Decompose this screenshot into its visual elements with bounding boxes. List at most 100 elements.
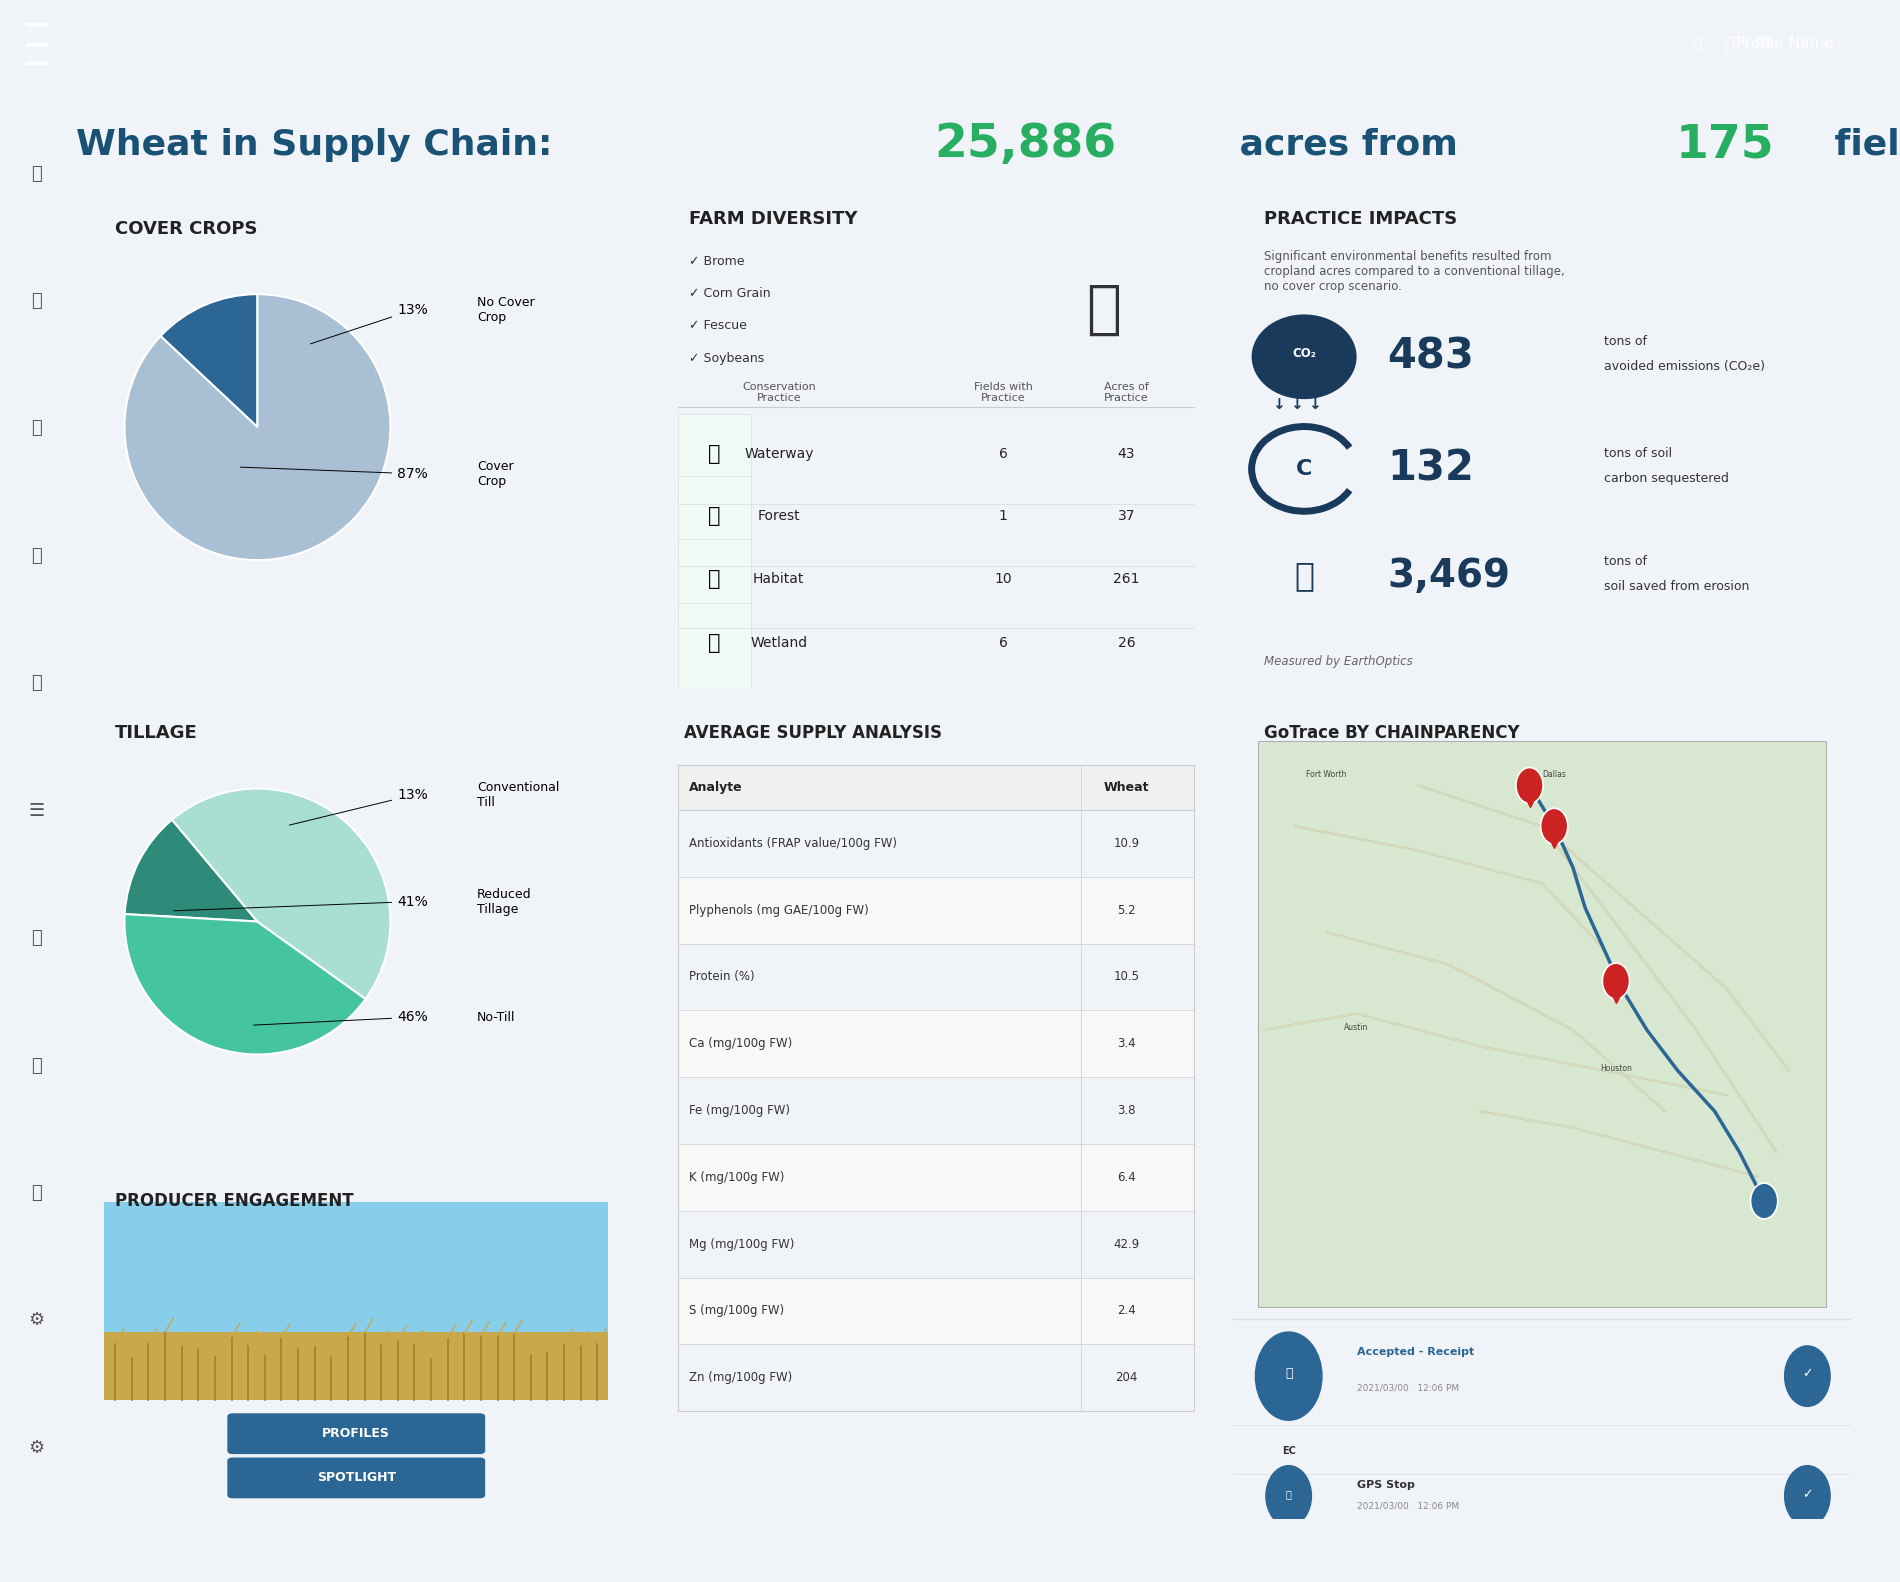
Text: SPOTLIGHT: SPOTLIGHT xyxy=(317,1471,395,1484)
Text: No Cover
Crop: No Cover Crop xyxy=(477,296,534,324)
Text: 2021/03/00   12:06 PM: 2021/03/00 12:06 PM xyxy=(1357,1384,1459,1392)
Text: 42.9: 42.9 xyxy=(1113,1237,1140,1251)
Circle shape xyxy=(1252,315,1357,399)
Text: 175: 175 xyxy=(1676,122,1775,168)
Text: Forest: Forest xyxy=(758,509,800,524)
Text: Fe (mg/100g FW): Fe (mg/100g FW) xyxy=(690,1104,790,1117)
Text: K (mg/100g FW): K (mg/100g FW) xyxy=(690,1171,785,1183)
Circle shape xyxy=(1784,1465,1832,1527)
Text: Profile Name: Profile Name xyxy=(1737,36,1834,51)
Text: Waterway: Waterway xyxy=(745,448,813,460)
Text: 26: 26 xyxy=(1117,636,1134,650)
Text: Houston: Houston xyxy=(1600,1063,1632,1073)
Text: 🌾: 🌾 xyxy=(1087,282,1121,339)
Text: Acres of
Practice: Acres of Practice xyxy=(1104,381,1150,403)
Text: 10: 10 xyxy=(994,571,1013,585)
Text: Dallas: Dallas xyxy=(1543,770,1566,780)
Circle shape xyxy=(1784,1345,1832,1406)
Text: ⛏: ⛏ xyxy=(1294,560,1315,593)
Text: soil saved from erosion: soil saved from erosion xyxy=(1604,579,1750,593)
Text: 46%: 46% xyxy=(253,1011,428,1025)
Text: 2.4: 2.4 xyxy=(1117,1305,1136,1318)
Text: Conventional
Till: Conventional Till xyxy=(477,782,559,808)
Text: ⚙: ⚙ xyxy=(28,1440,44,1457)
Circle shape xyxy=(1254,1332,1322,1421)
Text: avoided emissions (CO₂e): avoided emissions (CO₂e) xyxy=(1604,361,1765,373)
Text: EC: EC xyxy=(1282,1446,1296,1455)
Text: 📍: 📍 xyxy=(30,674,42,693)
Text: tons of soil: tons of soil xyxy=(1604,448,1672,460)
Text: 41%: 41% xyxy=(173,894,428,911)
Text: ✓: ✓ xyxy=(1801,1367,1813,1380)
Text: 🏠: 🏠 xyxy=(30,293,42,310)
Text: Measured by EarthOptics: Measured by EarthOptics xyxy=(1264,655,1414,668)
Text: CO₂: CO₂ xyxy=(1292,346,1317,359)
Text: tons of: tons of xyxy=(1604,335,1647,348)
Wedge shape xyxy=(160,294,256,427)
Wedge shape xyxy=(125,914,365,1055)
Text: Antioxidants (FRAP value/100g FW): Antioxidants (FRAP value/100g FW) xyxy=(690,837,897,850)
Text: Fort Worth: Fort Worth xyxy=(1305,770,1345,780)
Circle shape xyxy=(1265,1465,1313,1527)
Text: 13%: 13% xyxy=(310,304,428,343)
Text: PRODUCER ENGAGEMENT: PRODUCER ENGAGEMENT xyxy=(116,1193,353,1210)
Text: PRACTICE IMPACTS: PRACTICE IMPACTS xyxy=(1264,210,1457,228)
Text: 3.8: 3.8 xyxy=(1117,1104,1136,1117)
Text: AVERAGE SUPPLY ANALYSIS: AVERAGE SUPPLY ANALYSIS xyxy=(684,725,942,742)
Wedge shape xyxy=(173,788,390,998)
Text: No-Till: No-Till xyxy=(477,1011,515,1024)
Text: 🌿: 🌿 xyxy=(709,633,720,653)
Text: carbon sequestered: carbon sequestered xyxy=(1604,473,1729,486)
Text: Zn (mg/100g FW): Zn (mg/100g FW) xyxy=(690,1372,792,1384)
Text: Plyphenols (mg GAE/100g FW): Plyphenols (mg GAE/100g FW) xyxy=(690,903,868,916)
Text: 3.4: 3.4 xyxy=(1117,1038,1136,1050)
Text: 6: 6 xyxy=(999,448,1007,460)
Text: Wheat in Supply Chain:: Wheat in Supply Chain: xyxy=(76,128,564,161)
Wedge shape xyxy=(125,819,256,921)
Text: Accepted - Receipt: Accepted - Receipt xyxy=(1357,1346,1474,1357)
Text: 📍: 📍 xyxy=(1286,1489,1292,1500)
Text: tons of: tons of xyxy=(1604,555,1647,568)
Text: 🖼: 🖼 xyxy=(30,929,42,948)
Text: Cover
Crop: Cover Crop xyxy=(477,460,513,487)
Text: PROFILES: PROFILES xyxy=(323,1427,389,1440)
Text: Wetland: Wetland xyxy=(750,636,808,650)
Bar xyxy=(678,876,1193,943)
Bar xyxy=(678,1011,1193,1077)
Text: ✓ Corn Grain: ✓ Corn Grain xyxy=(690,286,771,301)
Text: Austin: Austin xyxy=(1345,1024,1368,1031)
Text: 3,469: 3,469 xyxy=(1387,557,1510,595)
Text: 132: 132 xyxy=(1387,448,1474,490)
Text: ✓ Fescue: ✓ Fescue xyxy=(690,320,747,332)
Wedge shape xyxy=(125,294,390,560)
Text: 🌲: 🌲 xyxy=(709,506,720,527)
Text: 43: 43 xyxy=(1117,448,1134,460)
Text: 📋: 📋 xyxy=(30,1057,42,1074)
Text: Wheat: Wheat xyxy=(1104,780,1150,794)
Circle shape xyxy=(1750,1183,1778,1218)
Text: 13%: 13% xyxy=(289,788,428,826)
Text: ✓ Brome: ✓ Brome xyxy=(690,255,745,267)
Text: 💬: 💬 xyxy=(1693,36,1700,51)
Text: Ca (mg/100g FW): Ca (mg/100g FW) xyxy=(690,1038,792,1050)
Text: Reduced
Tillage: Reduced Tillage xyxy=(477,888,532,916)
Text: 204: 204 xyxy=(1115,1372,1138,1384)
Text: ↓ ↓ ↓: ↓ ↓ ↓ xyxy=(1273,397,1322,411)
Text: acres from: acres from xyxy=(1227,128,1471,161)
Text: Significant environmental benefits resulted from
cropland acres compared to a co: Significant environmental benefits resul… xyxy=(1264,250,1566,293)
Text: 🌿: 🌿 xyxy=(709,445,720,464)
Text: ⚙: ⚙ xyxy=(28,1311,44,1329)
Text: 87%: 87% xyxy=(239,467,428,481)
Text: GPS Stop: GPS Stop xyxy=(1357,1479,1414,1490)
Text: Conservation
Practice: Conservation Practice xyxy=(741,381,815,403)
Text: ✓ Soybeans: ✓ Soybeans xyxy=(690,351,764,365)
Text: C: C xyxy=(1296,459,1313,479)
Text: 25,886: 25,886 xyxy=(935,122,1117,168)
Circle shape xyxy=(1516,767,1543,804)
Text: ☰: ☰ xyxy=(28,802,44,819)
Text: ✉: ✉ xyxy=(1756,33,1771,54)
Text: FARM DIVERSITY: FARM DIVERSITY xyxy=(690,210,857,228)
Text: 👤: 👤 xyxy=(30,165,42,182)
Text: Protein (%): Protein (%) xyxy=(690,970,754,984)
Text: TILLAGE: TILLAGE xyxy=(116,725,198,742)
